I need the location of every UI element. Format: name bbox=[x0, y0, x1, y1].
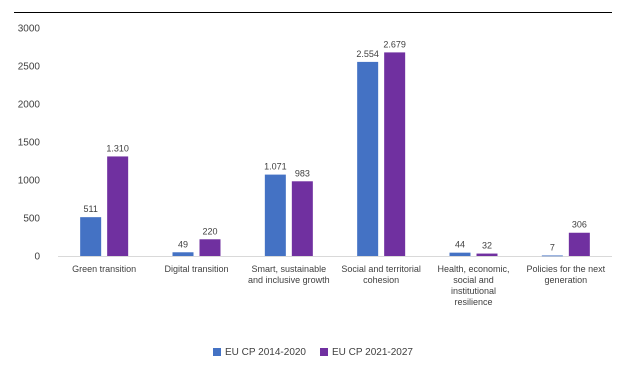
bar-series-1 bbox=[541, 255, 563, 257]
data-label-series-2: 32 bbox=[482, 241, 492, 251]
legend-item-series-2: EU CP 2021-2027 bbox=[320, 347, 413, 358]
x-tick-label-line: resilience bbox=[454, 297, 492, 307]
legend-label-series-1: EU CP 2014-2020 bbox=[225, 346, 306, 358]
x-tick-label-line: Health, economic, bbox=[437, 264, 509, 274]
data-label-series-2: 306 bbox=[572, 220, 587, 230]
bar-series-2 bbox=[476, 253, 498, 256]
y-tick-label: 2500 bbox=[18, 62, 41, 73]
legend-swatch-series-2 bbox=[320, 348, 328, 356]
data-label-series-1: 1.071 bbox=[264, 162, 287, 172]
data-label-series-1: 511 bbox=[83, 204, 97, 214]
bar-series-1 bbox=[264, 174, 286, 256]
data-label-series-1: 49 bbox=[178, 239, 188, 249]
data-label-series-2: 1.310 bbox=[106, 143, 129, 153]
legend-label-series-2: EU CP 2021-2027 bbox=[332, 346, 413, 358]
bar-series-2 bbox=[199, 239, 221, 256]
x-tick-label-line: Green transition bbox=[72, 264, 136, 274]
x-tick-label: Policies for the next generation bbox=[527, 264, 606, 285]
bar-series-2 bbox=[384, 52, 406, 257]
legend-swatch-series-1 bbox=[213, 348, 222, 356]
bar-series-1 bbox=[172, 252, 194, 256]
data-label-series-1: 7 bbox=[550, 242, 555, 252]
x-tick-label-line: and inclusive growth bbox=[248, 275, 330, 285]
x-tick-label-line: Digital transition bbox=[164, 264, 228, 274]
x-tick-label-line: generation bbox=[545, 275, 588, 285]
x-tick-label-line: cohesion bbox=[363, 275, 399, 285]
legend-item-series-1: EU CP 2014-2020 bbox=[213, 347, 306, 358]
y-tick-label: 2000 bbox=[18, 100, 41, 111]
data-label-series-1: 2.554 bbox=[356, 49, 379, 59]
x-tick-label-line: social and bbox=[453, 275, 494, 285]
data-label-series-2: 220 bbox=[202, 226, 217, 236]
x-tick-label: Smart, sustainable and inclusive growth bbox=[248, 264, 330, 285]
bar-series-2 bbox=[568, 232, 590, 256]
bar-series-1 bbox=[449, 252, 471, 256]
y-tick-label: 1500 bbox=[18, 138, 41, 149]
y-tick-label: 0 bbox=[34, 252, 40, 263]
y-tick-label: 500 bbox=[23, 214, 40, 225]
bar-series-2 bbox=[107, 156, 129, 256]
data-label-series-2: 983 bbox=[295, 168, 310, 178]
bar-series-1 bbox=[357, 61, 379, 257]
legend: EU CP 2014-2020 EU CP 2021-2027 bbox=[0, 344, 626, 360]
data-label-series-2: 2.679 bbox=[383, 39, 406, 49]
x-tick-label-line: Policies for the next bbox=[527, 264, 606, 274]
y-tick-label: 3000 bbox=[18, 24, 41, 35]
data-label-series-1: 44 bbox=[455, 240, 465, 250]
x-tick-label: Digital transition bbox=[164, 264, 228, 274]
x-tick-label: Social and territorial cohesion bbox=[341, 264, 421, 285]
x-tick-label-line: Smart, sustainable bbox=[252, 264, 327, 274]
bar-series-2 bbox=[291, 181, 313, 256]
bar-series-1 bbox=[80, 217, 102, 256]
x-tick-label: Health, economic, social and institutional… bbox=[437, 264, 509, 307]
top-rule bbox=[14, 12, 612, 13]
x-tick-label-line: Social and territorial bbox=[341, 264, 421, 274]
y-tick-label: 1000 bbox=[18, 176, 41, 187]
x-tick-label: Green transition bbox=[72, 264, 136, 274]
x-tick-label-line: institutional bbox=[451, 286, 496, 296]
